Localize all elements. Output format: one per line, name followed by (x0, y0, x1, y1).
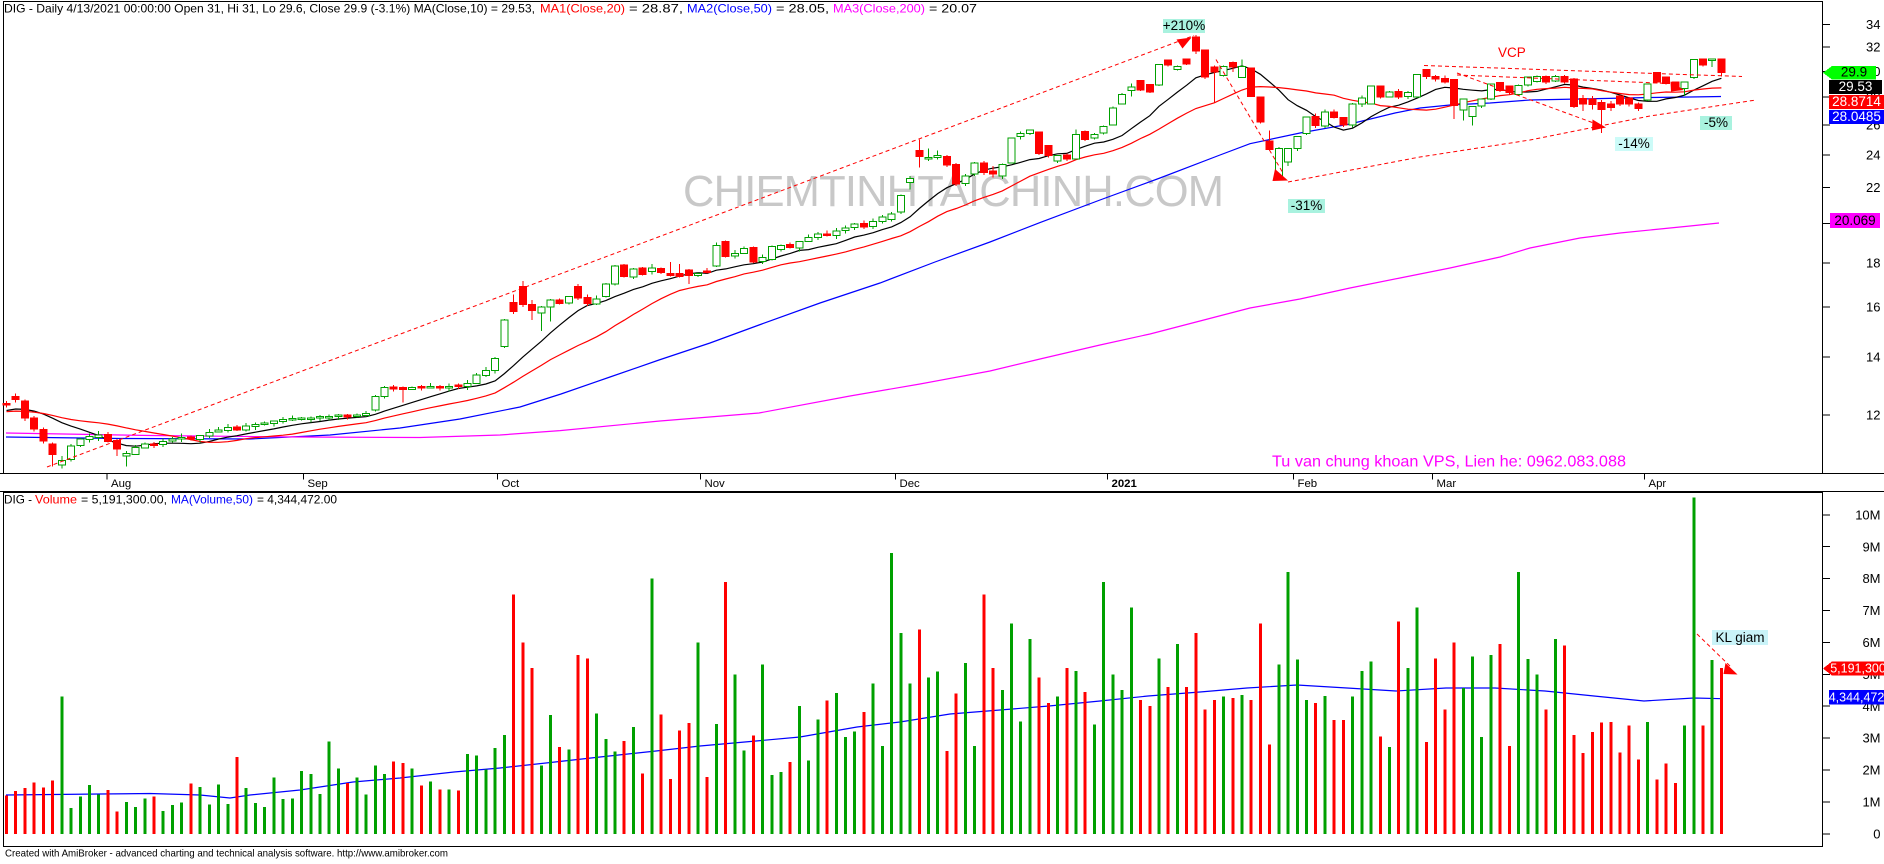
svg-text:18: 18 (1866, 255, 1880, 270)
svg-text:Aug: Aug (111, 478, 131, 490)
svg-text:20.069: 20.069 (1834, 213, 1875, 228)
svg-text:12: 12 (1866, 408, 1880, 423)
svg-text:Tu van chung khoan VPS, Lien h: Tu van chung khoan VPS, Lien he: 0962.08… (1272, 454, 1626, 471)
svg-text:22: 22 (1866, 180, 1880, 195)
svg-text:9M: 9M (1862, 539, 1880, 554)
svg-text:Mar: Mar (1437, 478, 1457, 490)
svg-text:4,344,472: 4,344,472 (1829, 691, 1884, 705)
svg-text:29.9: 29.9 (1841, 65, 1867, 80)
svg-text:Apr: Apr (1649, 478, 1667, 490)
svg-text:2M: 2M (1862, 763, 1880, 778)
svg-text:-5%: -5% (1704, 115, 1728, 130)
svg-text:Dec: Dec (900, 478, 921, 490)
svg-text:16: 16 (1866, 300, 1880, 315)
svg-text:Nov: Nov (705, 478, 726, 490)
svg-text:DIG - Daily 4/13/2021 00:00:00: DIG - Daily 4/13/2021 00:00:00 Open 31, … (4, 2, 977, 16)
svg-text:KL giam: KL giam (1715, 630, 1764, 645)
svg-text:DIG -Volume= 5,191,300.00,MA(V: DIG - Volume = 5,191,300.00, MA(Volume,50) =… (4, 493, 337, 507)
svg-text:29.53: 29.53 (1839, 79, 1873, 94)
svg-text:Created with AmiBroker - advan: Created with AmiBroker - advanced charti… (5, 849, 448, 860)
svg-text:VCP: VCP (1498, 45, 1526, 60)
svg-text:8M: 8M (1862, 571, 1880, 586)
svg-text:3M: 3M (1862, 731, 1880, 746)
svg-text:+210%: +210% (1163, 18, 1205, 33)
svg-text:24: 24 (1866, 148, 1880, 163)
svg-text:Sep: Sep (308, 478, 328, 490)
svg-text:28.8714: 28.8714 (1832, 94, 1881, 109)
svg-text:7M: 7M (1862, 603, 1880, 618)
svg-text:2021: 2021 (1112, 478, 1138, 490)
svg-text:10M: 10M (1855, 507, 1880, 522)
svg-text:-14%: -14% (1618, 136, 1650, 151)
svg-text:14: 14 (1866, 350, 1880, 365)
svg-text:1M: 1M (1862, 795, 1880, 810)
svg-text:28.0485: 28.0485 (1832, 109, 1881, 124)
svg-text:Oct: Oct (502, 478, 521, 490)
svg-text:Feb: Feb (1298, 478, 1318, 490)
svg-text:5,191,300: 5,191,300 (1830, 662, 1884, 676)
svg-text:34: 34 (1866, 17, 1880, 32)
svg-text:6M: 6M (1862, 635, 1880, 650)
svg-text:32: 32 (1866, 40, 1880, 55)
svg-text:0: 0 (1873, 826, 1880, 841)
svg-text:-31%: -31% (1291, 198, 1323, 213)
